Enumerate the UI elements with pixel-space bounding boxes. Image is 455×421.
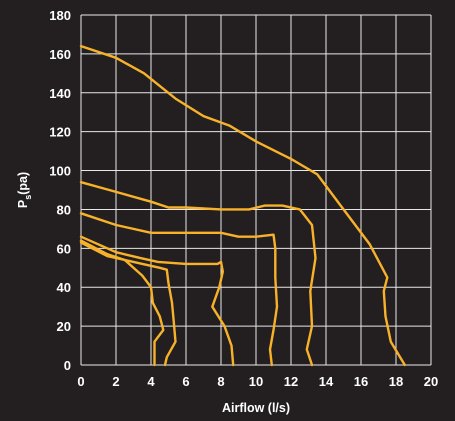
x-tick-label: 6: [182, 374, 189, 389]
x-tick-label: 14: [319, 374, 334, 389]
performance-curves: [79, 44, 406, 367]
x-tick-label: 2: [112, 374, 119, 389]
y-tick-label: 60: [57, 241, 71, 256]
x-tick-label: 0: [77, 374, 84, 389]
grid-lines: [80, 14, 432, 366]
series-line-6: [79, 239, 165, 367]
series-line-3: [79, 212, 279, 367]
x-tick-label: 20: [424, 374, 438, 389]
y-tick-label: 40: [57, 280, 71, 295]
y-tick-label: 140: [49, 86, 71, 101]
series-line-2: [79, 181, 317, 367]
y-tick-label: 180: [49, 8, 71, 23]
x-tick-label: 4: [147, 374, 155, 389]
y-tick-label: 120: [49, 125, 71, 140]
y-tick-label: 20: [57, 319, 71, 334]
series-line-4: [79, 235, 235, 367]
y-tick-label: 0: [64, 358, 71, 373]
y-tick-label: 160: [49, 47, 71, 62]
tick-labels: 0 2 4 6 8 10 12 14 16 18 20 0 20 40 60 80 100 120 140 160 18…: [49, 8, 438, 389]
y-tick-label: 80: [57, 202, 71, 217]
series-line-1: [79, 44, 406, 367]
x-tick-label: 16: [354, 374, 368, 389]
x-tick-label: 10: [249, 374, 263, 389]
y-tick-label: 100: [49, 164, 71, 179]
x-tick-label: 12: [284, 374, 298, 389]
x-axis-title: Airflow (l/s): [222, 401, 290, 415]
y-axis-title: Ps(pa): [16, 172, 33, 208]
x-tick-label: 18: [389, 374, 403, 389]
x-tick-label: 8: [217, 374, 224, 389]
